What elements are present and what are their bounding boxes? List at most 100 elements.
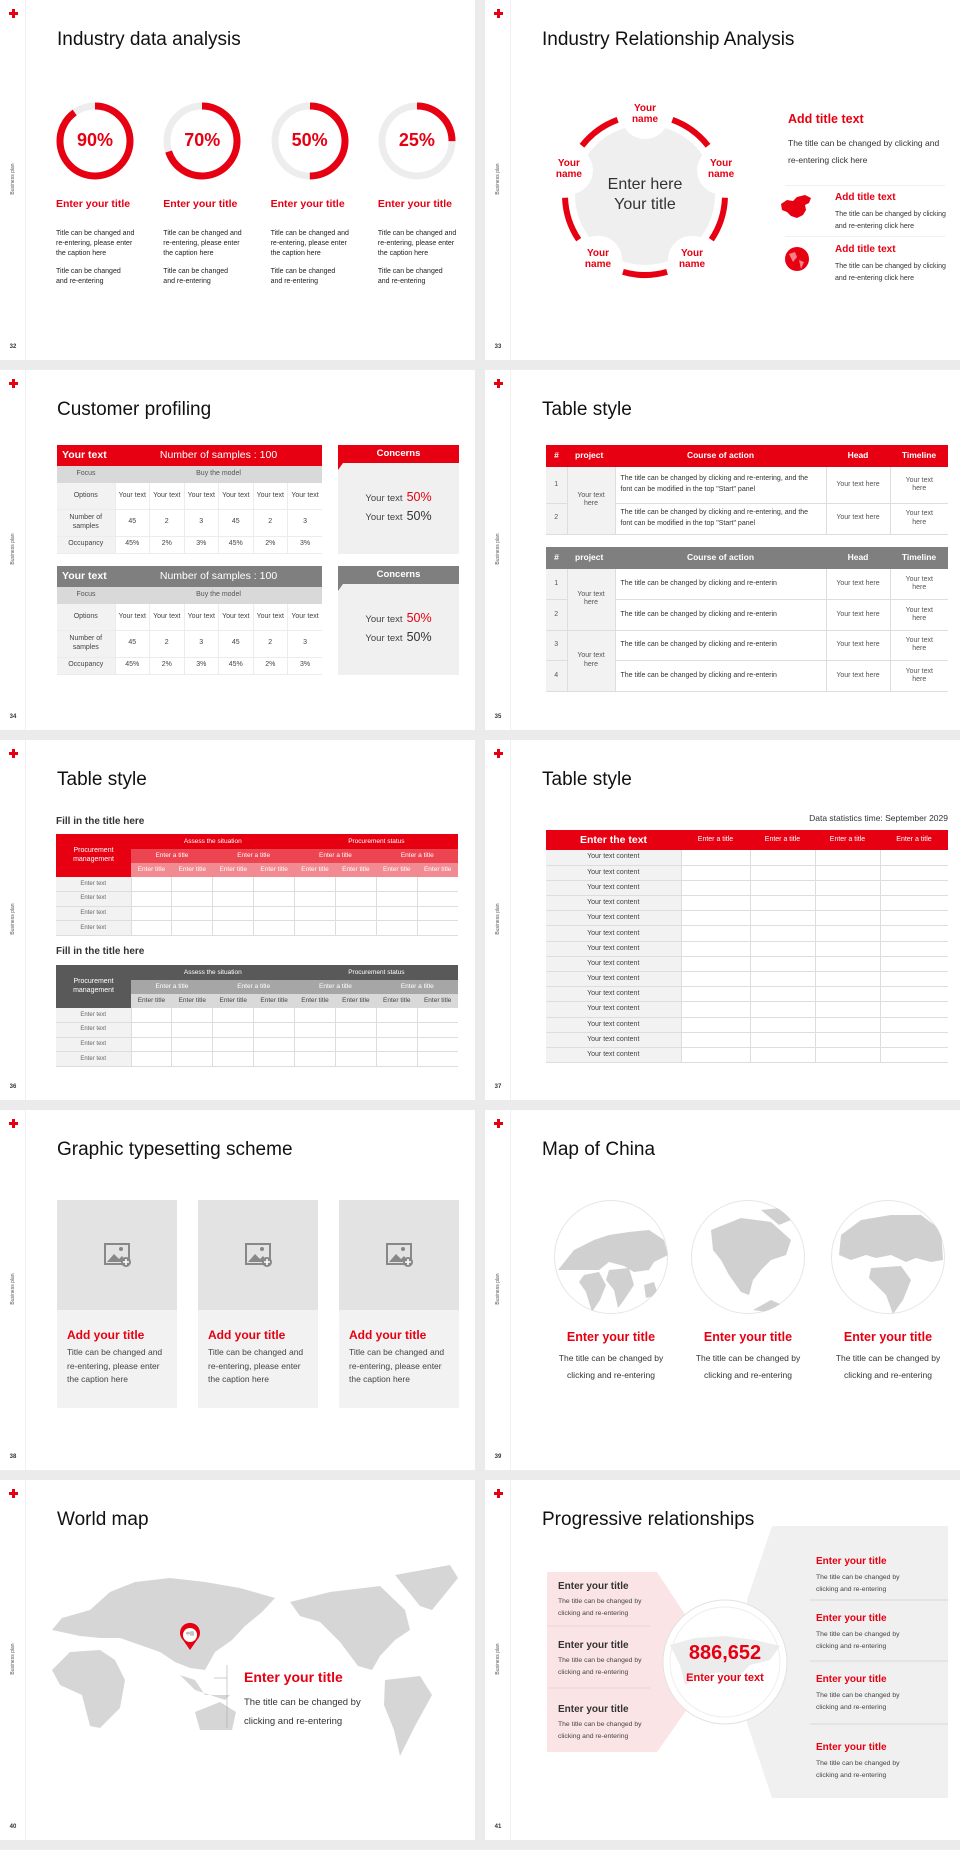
table-cell xyxy=(375,891,418,907)
slide-38[interactable]: Business plan 38 Graphic typesetting schem… xyxy=(0,1110,475,1470)
table-cell: 3% xyxy=(287,657,323,674)
card-text: Title can be changed and re-entering, pl… xyxy=(349,1347,445,1385)
table-row: Your text content xyxy=(546,941,948,957)
head-cell: Your text here xyxy=(825,503,890,534)
table-cell xyxy=(212,920,254,936)
slide-40[interactable]: Business plan 40 World map 中国 Enter your tit… xyxy=(0,1480,475,1840)
table-cell xyxy=(375,1037,418,1052)
node-label: Your name xyxy=(631,103,659,125)
slide-37[interactable]: Business plan 37 Table style Data statistic… xyxy=(485,740,960,1100)
slide-34[interactable]: Business plan 34 Customer profiling Your te… xyxy=(0,370,475,730)
table-cell xyxy=(294,891,336,907)
ring-title: Enter your title xyxy=(377,198,452,210)
table-cell xyxy=(814,941,880,957)
table-cell xyxy=(212,906,254,921)
concerns-panel xyxy=(338,445,459,554)
table-cell xyxy=(334,877,377,892)
header-right: Number of samples : 100 xyxy=(159,570,278,583)
table-cell: Your text xyxy=(287,483,323,509)
statistics-table: Enter the text Enter a title Enter a title… xyxy=(546,830,948,1063)
row-label: Your text content xyxy=(546,910,681,926)
continents xyxy=(558,1230,668,1312)
table-cell xyxy=(171,920,213,936)
table-cell xyxy=(294,920,336,936)
focus-row: Focus Buy the model xyxy=(57,466,323,483)
divider xyxy=(785,236,945,237)
slide-39[interactable]: Business plan 39 Map of China Enter your ti… xyxy=(485,1110,960,1470)
table-row: Your text content xyxy=(546,1047,948,1063)
table-cell xyxy=(749,880,815,896)
image-placeholder xyxy=(198,1200,318,1310)
table-cell xyxy=(879,910,948,926)
table-row: Your text content xyxy=(546,956,948,972)
table-cell: 45 xyxy=(114,509,150,536)
table-cell xyxy=(212,891,254,907)
ring-fill xyxy=(163,102,241,180)
slide-title: Map of China xyxy=(542,1139,656,1160)
table-cell: Your text xyxy=(218,604,253,630)
slide-33[interactable]: Business plan 33 Industry Relationship Ana… xyxy=(485,0,960,360)
head-cell: Your text here xyxy=(825,569,890,600)
table-cell: 45 xyxy=(218,509,253,536)
table-cell: 3 xyxy=(183,630,219,657)
sidebar-strip xyxy=(485,0,511,360)
card-text: Title can be changed and re-entering, pl… xyxy=(208,1347,304,1385)
slide-32[interactable]: Business plan 32 Industry data analysis 90%… xyxy=(0,0,475,360)
column-header: Enter title xyxy=(260,866,288,874)
table-cell xyxy=(680,1047,750,1063)
logo-cross-icon xyxy=(9,749,18,758)
table-cell xyxy=(334,1022,377,1038)
sidebar-strip xyxy=(0,740,26,1100)
logo-cross-icon xyxy=(9,1119,18,1128)
sidebar-label: Business plan xyxy=(495,903,501,935)
connector-arc xyxy=(562,197,582,242)
center-disc xyxy=(575,125,715,265)
table-cell xyxy=(416,1008,459,1023)
column-row: Enter title Enter title Enter title Enter t… xyxy=(56,994,459,1008)
right-item-title: Enter your title xyxy=(816,1556,887,1567)
table-row: 4 The title can be changed by clicking an… xyxy=(546,660,948,691)
right-item-text: The title can be changed by clicking and… xyxy=(816,1760,900,1779)
table-cell xyxy=(879,895,948,911)
row-number: 4 xyxy=(546,660,568,691)
table-cell xyxy=(334,1051,377,1067)
ring-caption: Title can be changed and re-entering, pl… xyxy=(56,230,135,257)
page-number: 36 xyxy=(9,1084,17,1090)
table-cell xyxy=(130,1008,172,1023)
ring-caption: Title can be changed and re-entering, pl… xyxy=(270,230,349,257)
sidebar-label: Business plan xyxy=(495,1273,501,1305)
table-cell xyxy=(375,1008,418,1023)
sidebar-strip xyxy=(0,1480,26,1840)
sun xyxy=(119,1247,123,1251)
subgroup-header: Enter a title xyxy=(155,983,189,991)
table-cell xyxy=(130,1022,172,1038)
ring-percent-label: 25% xyxy=(398,130,435,150)
table-cell xyxy=(879,941,948,957)
head-cell: Your text here xyxy=(825,599,890,630)
card-body xyxy=(339,1310,459,1408)
column-header: Enter title xyxy=(342,866,370,874)
table-cell xyxy=(749,1032,815,1048)
slide-36[interactable]: Business plan 36 Table style Fill in the ti… xyxy=(0,740,475,1100)
slide-41[interactable]: Business plan 41 Progressive relationships… xyxy=(485,1480,960,1840)
table-cell xyxy=(212,877,254,892)
logo-cross-icon xyxy=(9,9,18,18)
table-cell xyxy=(879,865,948,881)
action-cell: The title can be changed by clicking and… xyxy=(614,569,826,600)
column-header: Head xyxy=(847,450,869,461)
row-label: Enter text xyxy=(56,906,131,921)
relationship-diagram xyxy=(544,91,746,284)
focus-label: Focus xyxy=(76,591,96,599)
table-row: Enter text xyxy=(56,920,459,936)
table-cell: 2% xyxy=(252,536,288,553)
table-cell: 45% xyxy=(114,536,150,553)
row-label: Enter text xyxy=(56,1051,131,1067)
table-row: Enter text xyxy=(56,1037,459,1052)
table-cell xyxy=(680,1032,750,1048)
table-cell xyxy=(171,891,213,907)
slide-35[interactable]: Business plan 35 Table style # project Course… xyxy=(485,370,960,730)
concerns-line: Your text 50% xyxy=(338,609,459,627)
table-row: 1 Your text here The title can be changed … xyxy=(546,569,948,630)
card-title: Add your title xyxy=(67,1328,145,1342)
table-row: Your text content xyxy=(546,895,948,911)
